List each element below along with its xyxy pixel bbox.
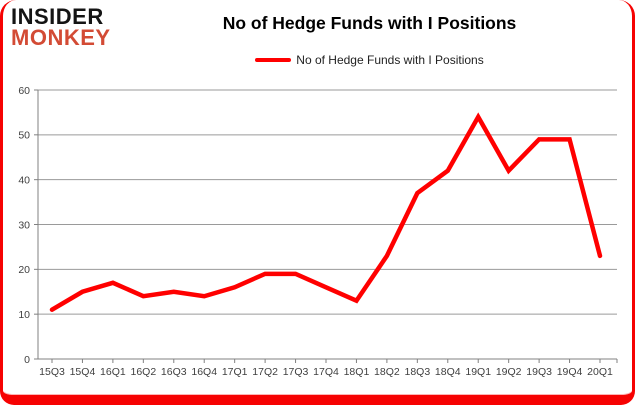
x-tick-label: 20Q1 bbox=[587, 366, 613, 378]
logo-line-monkey: MONKEY bbox=[11, 24, 111, 50]
chart-title: No of Hedge Funds with I Positions bbox=[222, 13, 517, 33]
y-tick-label: 60 bbox=[18, 85, 30, 97]
y-tick-label: 10 bbox=[18, 309, 30, 321]
x-tick-label: 18Q3 bbox=[404, 366, 430, 378]
x-tick-label: 17Q3 bbox=[283, 366, 309, 378]
y-tick-label: 40 bbox=[18, 174, 30, 186]
x-tick-label: 18Q4 bbox=[435, 366, 461, 378]
x-tick-label: 19Q1 bbox=[465, 366, 491, 378]
insider-monkey-logo: INSIDER MONKEY bbox=[11, 4, 111, 50]
x-tick-label: 16Q3 bbox=[161, 366, 187, 378]
x-tick-label: 17Q1 bbox=[222, 366, 248, 378]
x-tick-label: 19Q4 bbox=[557, 366, 583, 378]
y-tick-label: 50 bbox=[18, 130, 30, 142]
x-tick-label: 18Q1 bbox=[344, 366, 370, 378]
x-tick-label: 19Q2 bbox=[496, 366, 522, 378]
series-line bbox=[49, 112, 603, 312]
x-tick-label: 16Q1 bbox=[100, 366, 126, 378]
x-tick-label: 16Q2 bbox=[130, 366, 156, 378]
x-tick-label: 15Q3 bbox=[39, 366, 65, 378]
x-tick-label: 17Q2 bbox=[252, 366, 278, 378]
x-tick-label: 18Q2 bbox=[374, 366, 400, 378]
y-tick-label: 30 bbox=[18, 219, 30, 231]
y-tick-label: 0 bbox=[24, 354, 30, 366]
logo-line-insider: INSIDER bbox=[11, 4, 104, 29]
chart-title-wrap: No of Hedge Funds with I Positions bbox=[128, 13, 611, 34]
x-tick-label: 16Q4 bbox=[191, 366, 217, 378]
y-tick-label: 20 bbox=[18, 264, 30, 276]
x-tick-label: 17Q4 bbox=[313, 366, 339, 378]
legend-label: No of Hedge Funds with I Positions bbox=[296, 53, 484, 67]
legend-line-swatch bbox=[255, 58, 292, 62]
legend: No of Hedge Funds with I Positions bbox=[128, 53, 611, 67]
x-tick-label: 15Q4 bbox=[70, 366, 96, 378]
x-tick-label: 19Q3 bbox=[526, 366, 552, 378]
